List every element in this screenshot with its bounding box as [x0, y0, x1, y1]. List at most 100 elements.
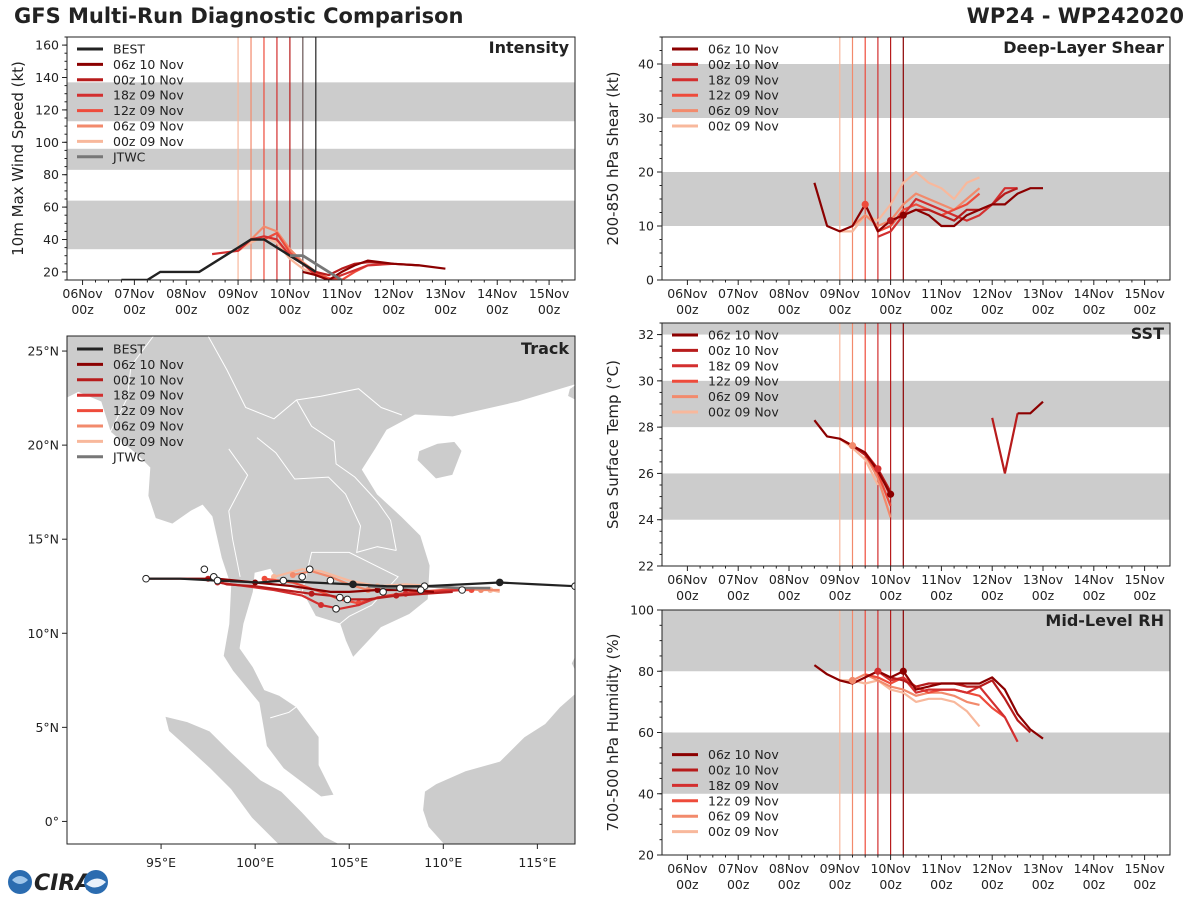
sst-xtick-label: 06Nov [667, 572, 708, 587]
track-legend-label: 06z 10 Nov [113, 357, 184, 372]
sst-xtick-label: 08Nov [769, 572, 810, 587]
track-initial-point [298, 573, 306, 581]
rh-legend-label: 00z 09 Nov [708, 824, 779, 839]
track-xtick-label: 105°E [330, 855, 368, 870]
intensity-band [67, 148, 575, 170]
shear-xtick-label: 08Nov [769, 286, 810, 301]
sst-xtick-label: 00z [778, 588, 801, 603]
sst-xtick-label: 14Nov [1074, 572, 1115, 587]
intensity-ytick-label: 80 [43, 167, 59, 182]
track-legend-label: 00z 09 Nov [113, 434, 184, 449]
logo-text: CIRA [34, 871, 92, 896]
sst-series-line [1017, 400, 1044, 415]
sst-xtick-label: 07Nov [718, 572, 759, 587]
track-xtick-label: 100°E [236, 855, 274, 870]
intensity-xtick-label: 12Nov [373, 286, 414, 301]
intensity-xtick-label: 06Nov [62, 286, 103, 301]
rh-xtick-label: 07Nov [718, 861, 759, 876]
rh-data-point [899, 667, 907, 675]
shear-xtick-label: 06Nov [667, 286, 708, 301]
sst-xtick-label: 00z [930, 588, 953, 603]
shear-band [662, 64, 1170, 118]
sst-band [662, 323, 1170, 335]
shear-data-point [887, 217, 895, 225]
shear-xtick-label: 00z [930, 302, 953, 317]
track-legend-label: 18z 09 Nov [113, 388, 184, 403]
sst-xtick-label: 00z [829, 588, 852, 603]
sst-band [662, 473, 1170, 520]
intensity-jtwc-line [289, 254, 343, 280]
logo-wave-icon [86, 878, 106, 888]
sst-xtick-label: 00z [981, 588, 1004, 603]
country-border [256, 437, 397, 554]
intensity-band [67, 200, 575, 250]
rh-xtick-label: 12Nov [972, 861, 1013, 876]
sst-plot-area [662, 323, 1170, 566]
rh-plot-area [662, 610, 1170, 855]
rh-xtick-label: 00z [676, 877, 699, 892]
shear-ytick-label: 0 [646, 273, 654, 288]
intensity-series-line [237, 235, 317, 277]
intensity-xtick-label: 15Nov [529, 286, 570, 301]
track-forecast-point [374, 587, 381, 593]
track-forecast-point [289, 571, 296, 578]
intensity-series-line [263, 231, 369, 280]
sst-xtick-label: 00z [1133, 588, 1156, 603]
intensity-xtick-label: 00z [538, 302, 561, 317]
track-ytick-label: 5°N [35, 720, 59, 735]
shear-xtick-label: 15Nov [1124, 286, 1165, 301]
track-forecast-point [393, 592, 400, 599]
intensity-xtick-label: 07Nov [114, 286, 155, 301]
rh-ytick-label: 40 [638, 786, 654, 801]
page-title: GFS Multi-Run Diagnostic Comparison [14, 4, 464, 28]
shear-ylabel: 200-850 hPa Shear (kt) [604, 72, 622, 246]
track-forecast-line [207, 577, 453, 601]
rh-xtick-label: 13Nov [1023, 861, 1064, 876]
track-initial-point [326, 576, 335, 585]
track-xtick-label: 115°E [518, 855, 556, 870]
rh-xtick-label: 00z [930, 877, 953, 892]
shear-series-line [813, 182, 1043, 233]
sst-panel-title: SST [1131, 324, 1164, 343]
rh-series-line [864, 673, 1006, 719]
sst-data-point [848, 442, 857, 450]
rh-xtick-label: 14Nov [1074, 861, 1115, 876]
intensity-xtick-label: 00z [71, 302, 94, 317]
sst-xtick-label: 00z [1083, 588, 1106, 603]
rh-ytick-label: 20 [638, 848, 654, 863]
rh-panel-title: Mid-Level RH [1045, 611, 1164, 630]
sst-ytick-label: 22 [638, 559, 654, 574]
sst-legend-label: 00z 09 Nov [708, 405, 779, 420]
rh-xtick-label: 00z [829, 877, 852, 892]
intensity-ytick-label: 20 [43, 264, 59, 279]
sst-legend-label: 06z 10 Nov [708, 328, 779, 343]
intensity-legend-label: 18z 09 Nov [113, 88, 184, 103]
track-best-point [495, 578, 504, 587]
sst-legend-label: 18z 09 Nov [708, 358, 779, 373]
rh-xtick-label: 00z [879, 877, 902, 892]
intensity-xtick-label: 09Nov [218, 286, 259, 301]
sst-xtick-label: 00z [1032, 588, 1055, 603]
sst-ytick-label: 26 [638, 466, 654, 481]
sst-xtick-label: 12Nov [972, 572, 1013, 587]
track-map-area [67, 336, 575, 844]
track-legend-label: 06z 09 Nov [113, 419, 184, 434]
shear-legend-label: 06z 10 Nov [708, 42, 779, 57]
shear-xtick-label: 07Nov [718, 286, 759, 301]
sst-data-point [887, 490, 895, 498]
shear-ytick-label: 30 [638, 111, 654, 126]
track-panel-title: Track [521, 339, 569, 358]
intensity-band [67, 82, 575, 122]
intensity-ytick-label: 100 [35, 135, 59, 150]
track-best-point [571, 582, 575, 591]
rh-series-line [813, 664, 1044, 740]
sst-ytick-label: 28 [638, 420, 654, 435]
track-initial-point [379, 588, 387, 596]
intensity-xtick-label: 11Nov [322, 286, 363, 301]
intensity-legend-label: 06z 10 Nov [113, 57, 184, 72]
rh-xtick-label: 00z [727, 877, 750, 892]
intensity-xtick-label: 00z [175, 302, 198, 317]
rh-legend-label: 06z 10 Nov [708, 747, 779, 762]
track-initial-point [213, 576, 222, 585]
